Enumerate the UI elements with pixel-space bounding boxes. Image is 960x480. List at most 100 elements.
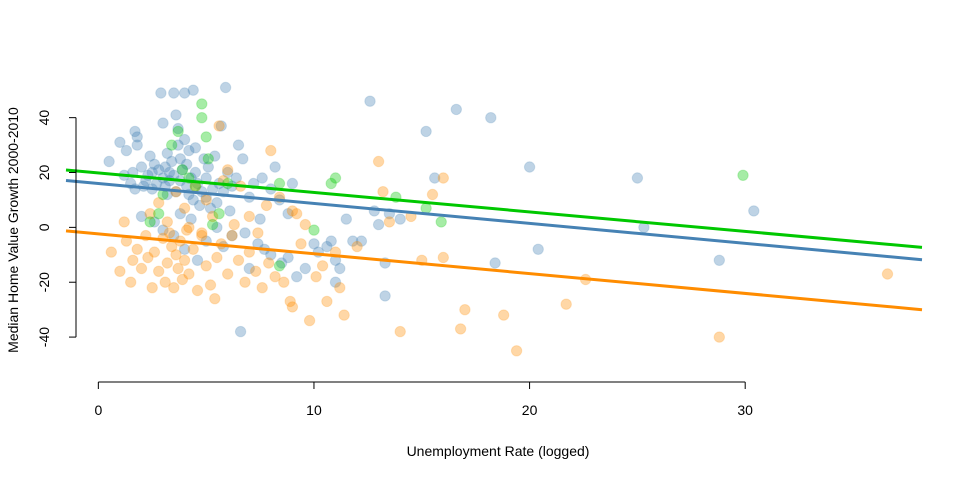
data-point [157,224,169,236]
data-point [155,87,167,99]
data-point [269,271,281,283]
data-point [176,164,189,176]
data-point [334,262,346,275]
data-point [347,235,359,247]
trend-line [65,168,923,249]
data-point [127,254,139,266]
data-point [308,224,320,236]
data-point [204,202,217,214]
data-point [178,133,191,146]
data-point [291,271,303,283]
data-point [176,164,189,176]
data-point [265,144,277,157]
data-point [198,153,210,165]
data-point [355,235,368,247]
data-point [153,197,165,209]
data-point [243,262,256,275]
data-point [325,177,337,190]
data-point [273,260,286,272]
data-point [420,202,432,214]
data-point [206,218,219,231]
data-point [215,120,227,132]
data-point [450,103,462,116]
data-point [211,221,223,234]
data-point [125,276,137,288]
data-point [183,144,195,157]
data-point [172,122,184,135]
data-point [226,229,238,242]
data-point [523,161,536,173]
data-point [437,251,449,264]
x-axis-title: Unemployment Rate (logged) [407,443,590,459]
data-point [299,262,311,275]
data-point [153,208,165,220]
data-point [159,161,171,173]
data-point [243,210,256,223]
data-point [206,210,219,223]
data-point [191,284,204,297]
data-point [114,265,126,277]
data-point [213,120,225,132]
data-point [510,345,523,357]
data-point [135,161,148,173]
data-point [316,260,329,272]
data-point [338,309,350,321]
data-point [131,139,143,151]
data-point [148,158,161,171]
data-point [105,246,118,258]
data-point [239,276,251,288]
data-point [146,282,158,294]
data-point [194,199,206,212]
data-point [222,166,234,179]
data-point [291,208,303,220]
y-axis-title: Median Home Value Growth 2000-2010 [5,107,21,353]
data-point [426,188,439,201]
data-point [161,216,174,228]
data-point [204,279,217,291]
data-point [383,216,396,228]
data-point [131,131,143,143]
data-point [260,199,273,212]
x-tick-label: 20 [522,402,538,418]
data-point [435,216,447,228]
data-point [170,109,182,121]
x-tick-label: 10 [306,402,322,418]
data-point [161,257,174,269]
data-point [239,227,251,239]
data-point [168,87,180,99]
data-point [202,153,215,165]
data-point [364,95,376,107]
data-point [183,268,195,280]
data-point [454,323,467,335]
data-point [189,142,202,154]
data-point [232,254,245,266]
data-point [278,276,290,288]
data-point [340,213,352,225]
data-point [157,117,169,129]
data-point [196,227,208,239]
data-point [325,235,337,247]
data-point [168,282,180,294]
data-point [286,205,299,217]
data-point [748,205,760,217]
axes-layer: 0 10 20 30 -40 -20 0 20 40 [36,110,753,418]
data-point [224,205,236,217]
data-point [459,304,471,316]
data-point [737,169,749,182]
data-point [329,276,342,288]
data-point [181,158,193,171]
data-point [234,325,247,338]
data-point [187,243,199,256]
data-point [284,295,296,308]
data-point [308,238,320,250]
data-point [135,262,148,275]
data-point [372,155,385,168]
data-point [222,164,234,176]
data-point [209,293,221,305]
data-point [379,290,391,302]
data-point [489,257,501,269]
trend-line [65,229,923,312]
data-point [144,216,156,228]
data-point [282,251,294,264]
data-point [256,282,268,294]
